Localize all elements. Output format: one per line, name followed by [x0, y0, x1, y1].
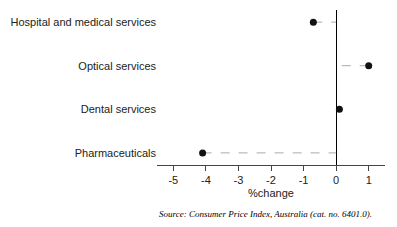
- svg-text:Hospital and medical services: Hospital and medical services: [10, 16, 156, 28]
- svg-text:Optical services: Optical services: [78, 60, 156, 72]
- svg-text:-4: -4: [201, 174, 211, 186]
- svg-text:Pharmaceuticals: Pharmaceuticals: [75, 147, 157, 159]
- svg-text:-2: -2: [266, 174, 276, 186]
- svg-text:0: 0: [333, 174, 339, 186]
- svg-text:Dental services: Dental services: [81, 103, 157, 115]
- svg-text:%change: %change: [248, 187, 294, 199]
- svg-text:1: 1: [366, 174, 372, 186]
- svg-text:-1: -1: [299, 174, 309, 186]
- svg-text:Source: Consumer Price Index,: Source: Consumer Price Index, Australia …: [159, 209, 372, 219]
- svg-text:-5: -5: [168, 174, 178, 186]
- svg-text:-3: -3: [234, 174, 244, 186]
